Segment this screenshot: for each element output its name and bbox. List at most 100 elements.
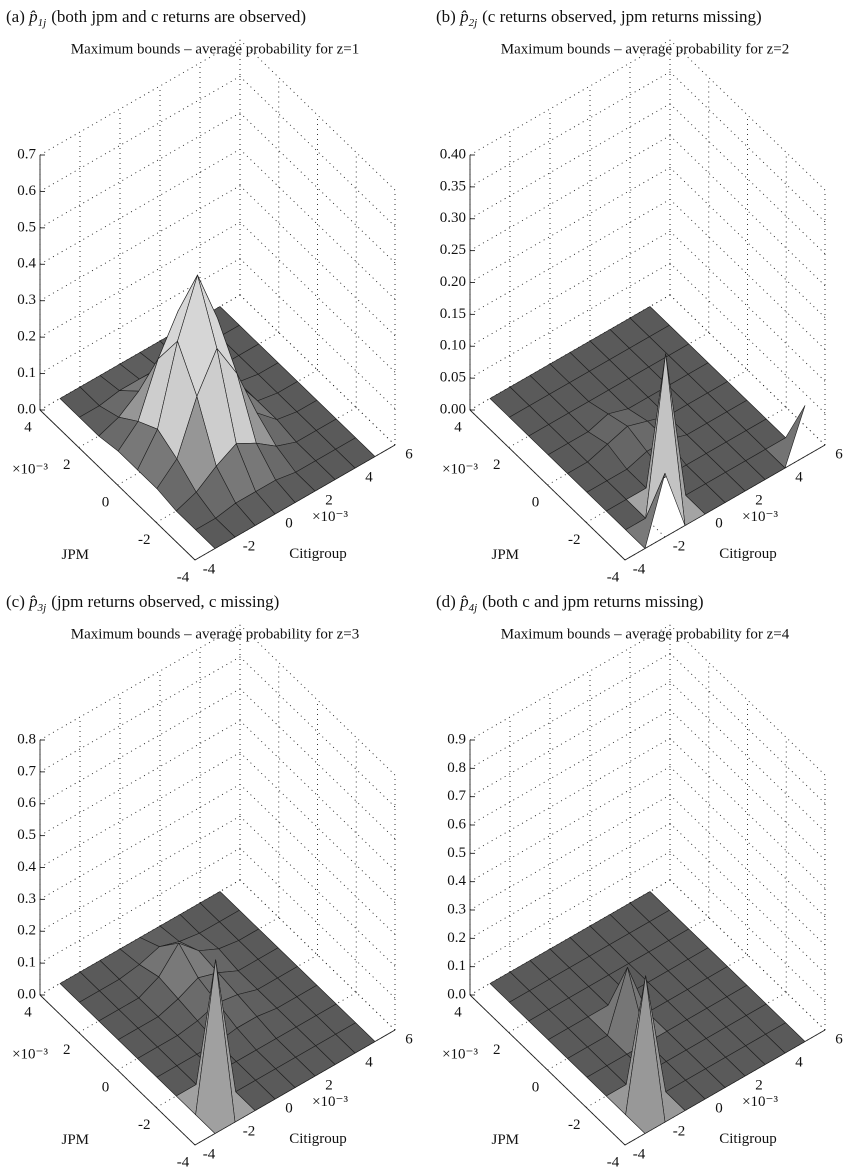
x-tick-label: 6 [405,1031,413,1047]
z-tick-label: 0.20 [440,274,466,290]
x-unit-label: ×10⁻³ [742,1094,778,1110]
grid-line [669,681,826,832]
grid-line [669,823,826,974]
z-tick-label: 0.25 [440,242,466,258]
x-tick-label: -4 [633,561,646,577]
surface-patch [195,959,236,1134]
caption: (d) p̂4j (both c and jpm returns missing) [436,592,704,614]
y-tick-label: -2 [568,1117,581,1133]
panel-label: (b) [436,7,456,26]
subscript: 4j [469,602,478,614]
symbol: p̂ [28,7,38,26]
grid-line [39,752,241,868]
z-tick-label: 0.5 [447,845,466,861]
z-tick-label: 0.15 [440,306,466,322]
surface-patch [195,517,236,549]
grid-line [669,39,826,191]
z-tick-label: 0.35 [440,178,466,194]
y-unit-label: ×10⁻³ [12,1046,48,1062]
x-tick-label: -4 [203,561,216,577]
x-tick-label: -2 [243,1123,256,1139]
panel: (a) p̂1j (both jpm and c returns are obse… [6,7,413,586]
z-tick-label: 0.0 [17,986,36,1002]
z-tick-label: 0.2 [17,329,36,345]
subscript: 1j [38,17,47,29]
subtitle: Maximum bounds – average probability for… [71,41,359,57]
z-tick-label: 0.3 [17,292,36,308]
x-tick-label: 2 [755,1077,763,1093]
y-tick-label: -4 [607,569,620,585]
x-tick-label: 6 [835,1031,843,1047]
y-axis-label: JPM [491,547,519,563]
y-tick-label: 0 [102,1079,110,1095]
grid-line [669,103,826,255]
caption: (b) p̂2j (c returns observed, jpm returns… [436,7,762,29]
grid-line [39,656,241,773]
z-tick-label: 0.1 [17,955,36,971]
grid-line [39,688,241,805]
grid-line [469,737,671,854]
grid-line [239,148,396,300]
z-tick-label: 0.0 [447,986,466,1002]
grid-line [469,230,671,347]
y-tick-label: -2 [138,1117,151,1133]
subtitle: Maximum bounds – average probability for… [501,41,789,57]
grid-line [239,112,396,264]
panel: (c) p̂3j (jpm returns observed, c missing… [6,592,413,1168]
axis-line [39,409,196,561]
x-unit-label: ×10⁻³ [742,509,778,525]
grid-line [669,709,826,861]
y-tick-label: 0 [532,494,540,510]
z-tick-label: 0.5 [17,827,36,843]
x-axis-label: Citigroup [289,1131,347,1147]
grid-line [469,262,671,379]
z-tick-label: 0.3 [17,891,36,907]
caption: (c) p̂3j (jpm returns observed, c missing… [6,592,279,614]
symbol: p̂ [28,592,38,611]
grid-line [239,784,396,935]
z-tick-label: 0.9 [447,731,466,747]
caption: (a) p̂1j (both jpm and c returns are obse… [6,7,306,29]
y-tick-label: -4 [177,569,190,585]
z-tick-label: 0.7 [17,146,36,162]
z-tick-label: 0.7 [447,788,466,804]
subscript: 3j [37,602,47,614]
grid-line [469,39,671,156]
z-tick-label: 0.2 [447,930,466,946]
z-tick-label: 0.4 [17,859,36,875]
grid-line [469,103,671,220]
y-axis-label: JPM [61,547,89,563]
subscript: 2j [469,17,478,29]
grid-line [39,185,241,302]
x-tick-label: 6 [405,446,413,462]
caption-text: (jpm returns observed, c missing) [51,592,279,611]
x-tick-label: 2 [755,492,763,508]
y-tick-label: 4 [454,1004,462,1020]
grid-line [239,688,396,840]
grid-line [469,794,671,911]
z-tick-label: 0.8 [17,731,36,747]
y-tick-label: 0 [532,1079,540,1095]
grid-line [669,794,826,946]
x-tick-label: 2 [325,1077,333,1093]
grid-line [669,71,826,223]
grid-line [239,258,396,409]
y-tick-label: -2 [568,532,581,548]
grid-line [469,198,671,315]
grid-line [239,815,396,967]
grid-line [669,230,826,382]
z-tick-label: 0.00 [440,401,466,417]
z-tick-label: 0.4 [17,256,36,272]
grid-line [669,199,826,350]
grid-line [669,851,826,1002]
grid-line [469,822,671,939]
y-tick-label: 2 [493,457,501,473]
grid-line [469,681,671,798]
axis-line [469,409,626,561]
y-axis-label: JPM [61,1132,89,1148]
grid-line [669,262,826,414]
z-tick-label: 0.2 [17,923,36,939]
grid-line [669,653,826,804]
grid-line [239,185,396,337]
